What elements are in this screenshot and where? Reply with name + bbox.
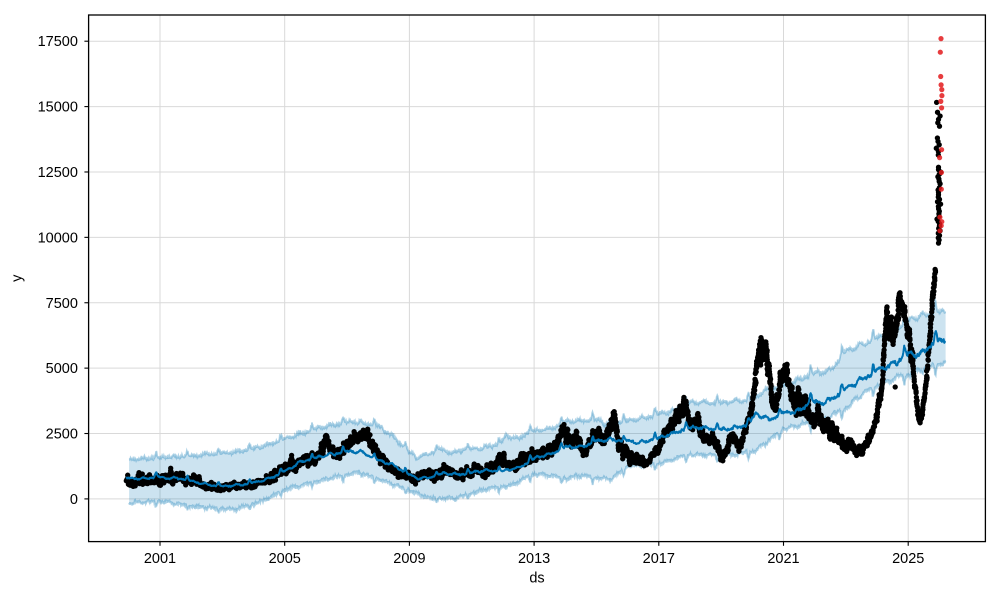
- svg-text:2001: 2001: [144, 551, 176, 567]
- svg-text:15000: 15000: [38, 100, 78, 116]
- svg-text:y: y: [10, 274, 26, 282]
- svg-text:2009: 2009: [393, 551, 425, 567]
- svg-text:2500: 2500: [46, 427, 78, 443]
- svg-text:12500: 12500: [38, 165, 78, 181]
- svg-text:7500: 7500: [46, 296, 78, 312]
- svg-text:2013: 2013: [518, 551, 550, 567]
- svg-text:10000: 10000: [38, 230, 78, 246]
- svg-text:2005: 2005: [269, 551, 301, 567]
- svg-text:2021: 2021: [767, 551, 799, 567]
- svg-text:2017: 2017: [643, 551, 675, 567]
- svg-text:ds: ds: [529, 571, 544, 587]
- svg-text:17500: 17500: [38, 34, 78, 50]
- svg-text:2025: 2025: [892, 551, 924, 567]
- svg-text:0: 0: [70, 492, 78, 508]
- svg-text:5000: 5000: [46, 361, 78, 377]
